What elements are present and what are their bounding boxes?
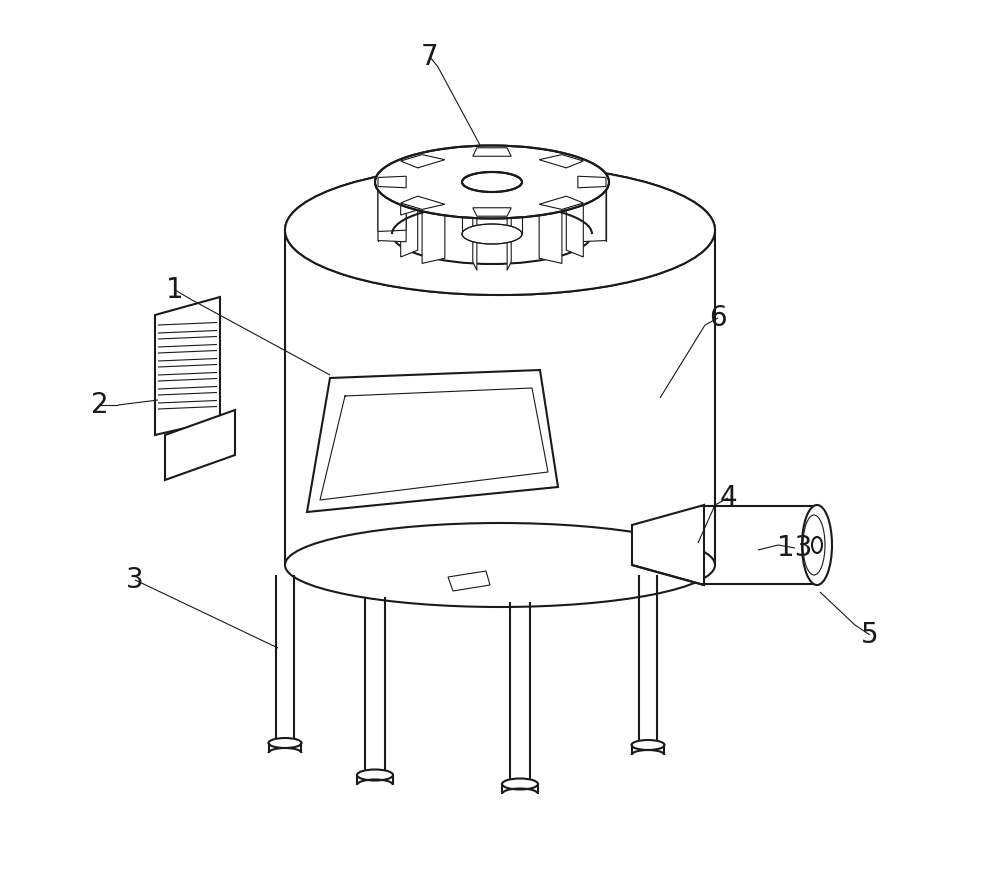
- Polygon shape: [578, 176, 606, 231]
- Polygon shape: [378, 176, 406, 231]
- Polygon shape: [401, 196, 445, 209]
- Polygon shape: [155, 297, 220, 435]
- Polygon shape: [422, 204, 445, 263]
- Polygon shape: [578, 176, 606, 187]
- Ellipse shape: [502, 779, 538, 789]
- Polygon shape: [632, 505, 704, 585]
- Text: 4: 4: [719, 484, 737, 512]
- Polygon shape: [562, 154, 583, 215]
- Text: 2: 2: [91, 391, 109, 419]
- Polygon shape: [401, 154, 445, 167]
- Text: 1: 1: [166, 276, 184, 304]
- Polygon shape: [448, 571, 490, 591]
- Ellipse shape: [285, 165, 715, 295]
- Polygon shape: [566, 196, 583, 257]
- Polygon shape: [378, 187, 406, 242]
- Text: 3: 3: [126, 566, 144, 594]
- Polygon shape: [165, 410, 235, 480]
- Ellipse shape: [802, 505, 832, 585]
- Ellipse shape: [462, 224, 522, 244]
- Polygon shape: [473, 208, 511, 216]
- Polygon shape: [477, 147, 507, 201]
- Polygon shape: [539, 154, 583, 167]
- Ellipse shape: [285, 165, 715, 295]
- Polygon shape: [507, 208, 511, 270]
- Polygon shape: [401, 154, 422, 215]
- Polygon shape: [578, 187, 606, 242]
- Text: 7: 7: [421, 43, 439, 71]
- Polygon shape: [473, 208, 477, 270]
- Polygon shape: [539, 204, 562, 263]
- Polygon shape: [473, 147, 511, 156]
- Ellipse shape: [268, 738, 302, 748]
- Ellipse shape: [375, 146, 609, 219]
- Polygon shape: [401, 196, 418, 257]
- Polygon shape: [378, 176, 406, 187]
- Ellipse shape: [632, 740, 664, 750]
- Ellipse shape: [357, 769, 393, 780]
- Text: 13: 13: [777, 534, 813, 562]
- Text: 6: 6: [709, 304, 727, 332]
- Polygon shape: [539, 196, 583, 209]
- Ellipse shape: [462, 172, 522, 192]
- Polygon shape: [307, 370, 558, 512]
- Text: 5: 5: [861, 621, 879, 649]
